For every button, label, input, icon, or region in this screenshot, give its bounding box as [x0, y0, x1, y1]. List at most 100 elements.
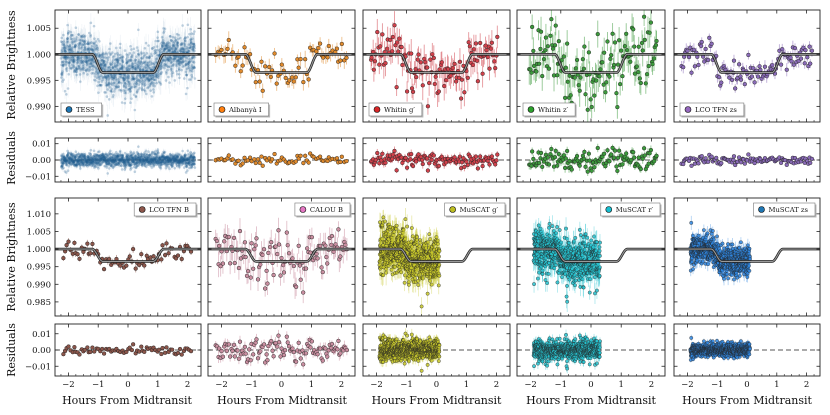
data-point	[115, 58, 119, 62]
data-point	[63, 49, 67, 52]
data-point	[140, 76, 144, 80]
data-point	[76, 55, 79, 59]
data-point	[66, 153, 69, 157]
data-point	[132, 47, 136, 51]
data-point	[62, 49, 66, 52]
data-point	[162, 41, 166, 44]
data-point	[83, 45, 87, 49]
data-point	[145, 56, 149, 59]
data-point	[130, 55, 134, 58]
data-point	[162, 49, 166, 53]
data-point	[84, 60, 88, 64]
data-point	[109, 63, 112, 66]
data-point	[71, 60, 75, 63]
data-point	[103, 75, 107, 79]
data-point	[155, 57, 159, 60]
data-point	[126, 73, 129, 77]
data-point	[150, 61, 154, 65]
data-point	[63, 49, 67, 53]
data-point	[172, 43, 176, 47]
data-point	[133, 67, 137, 70]
data-point	[65, 158, 68, 161]
data-point	[65, 44, 68, 47]
data-point	[69, 57, 73, 60]
data-point	[75, 70, 78, 74]
data-point	[84, 42, 87, 46]
data-point	[111, 75, 114, 78]
data-point	[64, 60, 68, 63]
data-point	[60, 40, 64, 44]
data-point	[110, 73, 113, 77]
data-point	[91, 48, 95, 51]
data-point	[62, 60, 65, 64]
data-point	[152, 78, 155, 81]
data-point	[120, 101, 124, 104]
data-point	[185, 47, 188, 51]
data-point	[120, 68, 124, 72]
data-point	[89, 57, 93, 61]
data-point	[81, 39, 85, 42]
data-point	[85, 68, 89, 71]
data-point	[101, 78, 105, 82]
data-point	[166, 46, 170, 50]
data-point	[109, 89, 113, 92]
data-point	[65, 163, 69, 166]
data-point	[143, 79, 147, 82]
plot-area	[55, 144, 201, 177]
data-point	[159, 72, 162, 76]
data-point	[80, 34, 84, 38]
data-point	[173, 57, 176, 60]
data-point	[89, 33, 92, 37]
data-point	[98, 53, 102, 57]
data-point	[117, 58, 121, 62]
data-point	[62, 154, 65, 158]
data-point	[184, 36, 187, 40]
data-point	[154, 51, 157, 54]
data-point	[182, 55, 185, 58]
data-point	[181, 65, 185, 68]
data-point	[74, 67, 78, 70]
data-point	[63, 159, 67, 163]
data-point	[73, 40, 76, 44]
data-point	[117, 53, 120, 57]
data-point	[76, 61, 79, 65]
data-point	[117, 69, 120, 72]
data-point	[65, 171, 68, 174]
data-point	[159, 72, 163, 75]
data-point	[169, 47, 172, 51]
data-point	[172, 57, 176, 61]
data-point	[148, 83, 152, 86]
data-point	[176, 58, 180, 62]
data-point	[144, 76, 148, 80]
data-point	[177, 61, 181, 64]
data-point	[182, 50, 185, 54]
data-point	[104, 63, 107, 67]
data-point	[130, 86, 134, 89]
data-point	[61, 164, 64, 168]
data-point	[67, 61, 71, 65]
data-point	[89, 62, 93, 66]
data-point	[111, 66, 115, 70]
data-point	[151, 84, 155, 87]
data-point	[167, 48, 171, 52]
data-point	[180, 50, 183, 54]
data-point	[178, 36, 182, 40]
data-point	[88, 65, 91, 69]
data-point	[188, 67, 191, 70]
data-point	[193, 55, 197, 59]
data-point	[72, 64, 75, 68]
data-point	[83, 40, 86, 43]
data-point	[171, 40, 174, 43]
data-point	[136, 60, 140, 64]
data-point	[109, 74, 113, 77]
data-point	[105, 76, 108, 79]
data-point	[66, 169, 70, 173]
data-point	[165, 70, 168, 74]
data-point	[184, 36, 187, 39]
data-point	[107, 81, 111, 85]
data-point	[66, 40, 70, 44]
data-point	[97, 75, 100, 78]
data-point	[74, 68, 77, 72]
data-point	[124, 74, 127, 78]
data-point	[165, 50, 169, 54]
